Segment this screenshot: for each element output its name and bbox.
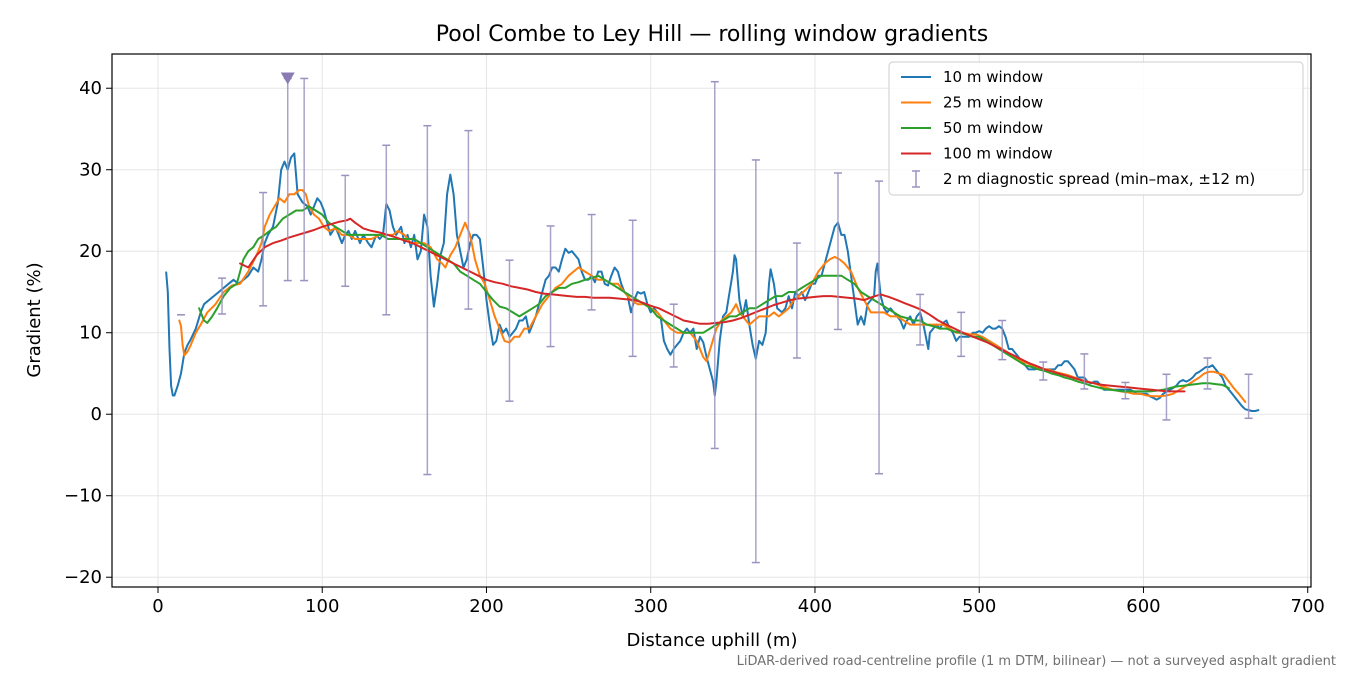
- legend-label: 100 m window: [943, 145, 1053, 163]
- series-line-100-m-window: [239, 217, 1186, 393]
- errorbar: [957, 311, 966, 358]
- errorbar: [833, 172, 842, 331]
- y-tick-label: 30: [79, 160, 102, 181]
- errorbar: [1080, 353, 1089, 390]
- legend-box: [888, 61, 1304, 196]
- y-tick-label: 40: [79, 78, 102, 99]
- errorbar: [423, 124, 432, 476]
- errorbar: [587, 213, 596, 311]
- y-tick-label: −20: [64, 567, 102, 588]
- x-axis-title: Distance uphill (m): [627, 630, 798, 651]
- errorbar: [505, 259, 514, 402]
- errorbar: [710, 80, 719, 450]
- y-tick-label: 0: [91, 404, 102, 425]
- y-tick-label: −10: [64, 486, 102, 507]
- series-line-50-m-window: [198, 205, 1230, 393]
- errorbar: [1121, 381, 1130, 400]
- y-tick-label: 10: [79, 323, 102, 344]
- x-tick-label: 700: [1291, 596, 1325, 617]
- x-tick-label: 100: [305, 596, 339, 617]
- errorbar: [875, 180, 884, 475]
- y-axis-title: Gradient (%): [24, 262, 45, 377]
- axis-ticks: 0 100 200 300 400 500 600 700 −20 −10 0 10 20 30 40: [64, 78, 1325, 617]
- errorbar: [916, 293, 925, 346]
- legend-label: 50 m window: [943, 119, 1043, 137]
- clipped-marker-icon: [280, 72, 295, 85]
- errorbar: [1039, 361, 1048, 381]
- legend-label: 10 m window: [943, 68, 1043, 86]
- errorbar: [751, 159, 760, 564]
- errorbar: [546, 225, 555, 348]
- diagnostic-spread-errorbars: [176, 72, 1253, 564]
- errorbar: [792, 242, 801, 359]
- x-tick-label: 300: [634, 596, 668, 617]
- footnote: LiDAR-derived road-centreline profile (1…: [737, 654, 1336, 669]
- chart-title: Pool Combe to Ley Hill — rolling window …: [436, 22, 988, 47]
- x-tick-label: 200: [469, 596, 503, 617]
- x-tick-label: 400: [798, 596, 832, 617]
- errorbar: [280, 72, 295, 282]
- errorbar: [1203, 357, 1212, 390]
- errorbar: [1244, 373, 1253, 420]
- errorbar: [1162, 373, 1171, 421]
- series-line-10-m-window: [165, 152, 1260, 412]
- errorbar: [382, 144, 391, 316]
- legend-label: 25 m window: [943, 94, 1043, 112]
- legend-label: 2 m diagnostic spread (min–max, ±12 m): [943, 170, 1255, 188]
- errorbar: [669, 303, 678, 368]
- plot-frame: [111, 53, 1312, 588]
- x-tick-label: 0: [152, 596, 163, 617]
- errorbar: [628, 219, 637, 358]
- errorbar: [464, 129, 473, 310]
- errorbar: [341, 174, 350, 288]
- legend: 10 m window 25 m window 50 m window 100 m w…: [888, 61, 1304, 196]
- errorbar: [998, 319, 1007, 361]
- x-tick-label: 600: [1126, 596, 1160, 617]
- errorbar: [218, 277, 227, 315]
- gridlines: [112, 54, 1311, 587]
- series-lines: [165, 152, 1260, 412]
- errorbar: [300, 77, 309, 282]
- x-tick-label: 500: [962, 596, 996, 617]
- y-tick-label: 20: [79, 241, 102, 262]
- errorbar: [259, 191, 268, 307]
- legend-items: 10 m window 25 m window 50 m window 100 m w…: [901, 68, 1255, 188]
